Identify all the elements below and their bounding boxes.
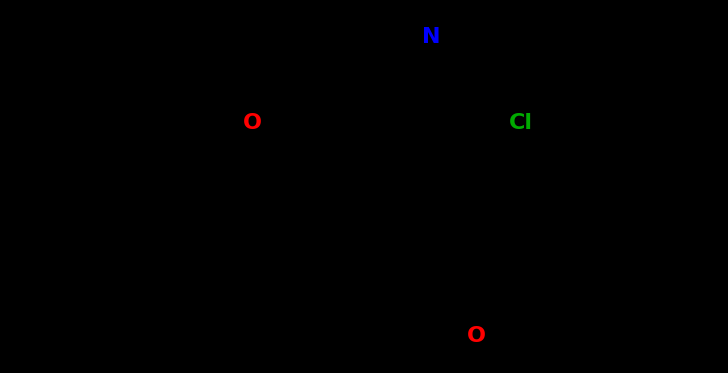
- Text: O: O: [242, 113, 261, 132]
- Text: N: N: [422, 27, 440, 47]
- Text: O: O: [467, 326, 486, 346]
- Text: Cl: Cl: [509, 113, 533, 132]
